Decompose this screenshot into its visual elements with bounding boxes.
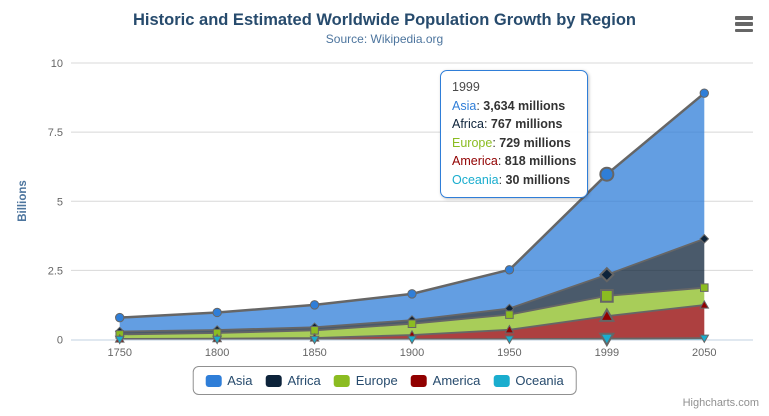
area-asia[interactable]	[119, 93, 705, 332]
tooltip-row-africa: Africa: 767 millions	[452, 117, 563, 131]
tooltip-row-oceania: Oceania: 30 millions	[452, 172, 571, 187]
tooltip-series-name: Africa	[452, 117, 484, 131]
point-europe-1999[interactable]	[600, 289, 614, 303]
point-europe-2050[interactable]	[700, 283, 709, 292]
tooltip-series-name: Europe	[452, 135, 493, 150]
chart-subtitle: Source: Wikipedia.org	[325, 32, 444, 46]
point-asia-2050[interactable]	[699, 88, 709, 98]
tooltip-series-value: 729 millions	[499, 135, 571, 150]
point-europe-1900[interactable]	[407, 319, 417, 329]
legend-swatch-icon	[205, 374, 222, 387]
tooltip-series-name: Oceania	[452, 172, 499, 187]
legend-item-asia[interactable]: Asia	[205, 373, 253, 388]
x-axis-label: 1900	[400, 347, 424, 359]
hamburger-icon	[735, 22, 753, 26]
y-axis-label: 2.5	[48, 265, 63, 277]
hamburger-icon	[735, 28, 753, 32]
y-axis-label: 0	[57, 335, 63, 347]
hamburger-icon	[735, 16, 753, 20]
point-asia-1900[interactable]	[407, 289, 417, 299]
point-oceania-2050[interactable]	[699, 334, 710, 344]
x-axis-label: 1950	[497, 347, 521, 359]
legend-swatch-icon	[333, 374, 350, 387]
point-asia-1750[interactable]	[115, 312, 125, 323]
point-oceania-1850[interactable]	[309, 335, 320, 345]
point-oceania-1800[interactable]	[212, 335, 223, 345]
y-axis-label: 7.5	[48, 127, 63, 139]
legend-label: Oceania	[515, 373, 564, 388]
legend-swatch-icon	[265, 374, 282, 387]
legend-swatch-icon	[493, 374, 510, 387]
x-axis-label: 2050	[692, 347, 716, 359]
point-oceania-1999[interactable]	[598, 332, 616, 348]
tooltip-series-value: 767 millions	[490, 117, 563, 131]
area-america[interactable]	[119, 305, 705, 340]
chart-title: Historic and Estimated Worldwide Populat…	[133, 11, 636, 29]
tooltip-row-europe: Europe: 729 millions	[452, 135, 571, 150]
tooltip-row-asia: Asia: 3,634 millions	[452, 98, 566, 113]
tooltip-series-value: 30 millions	[505, 172, 571, 187]
legend-label: Europe	[355, 373, 398, 388]
legend-item-europe[interactable]: Europe	[333, 373, 398, 388]
tooltip-row-america: America: 818 millions	[452, 154, 577, 168]
legend-item-america[interactable]: America	[410, 373, 481, 388]
legend-item-africa[interactable]: Africa	[265, 373, 321, 388]
tooltip-series-value: 818 millions	[504, 154, 577, 168]
tooltip-series-value: 3,634 millions	[483, 98, 566, 113]
x-axis-label: 1750	[107, 347, 131, 359]
legend-label: America	[432, 373, 481, 388]
y-axis-label: 10	[51, 58, 63, 70]
point-america-1950[interactable]	[504, 324, 515, 334]
point-asia-1850[interactable]	[309, 300, 320, 310]
point-europe-1850[interactable]	[310, 326, 319, 335]
tooltip: 1999 Asia: 3,634 millions Africa: 767 mil…	[440, 70, 589, 198]
point-asia-1950[interactable]	[504, 265, 515, 275]
legend: Asia Africa Europe America Oceania	[192, 366, 577, 395]
x-axis-label: 1999	[595, 347, 619, 359]
point-europe-1950[interactable]	[505, 310, 514, 319]
credits-link[interactable]: Highcharts.com	[682, 397, 759, 409]
tooltip-series-name: Asia	[452, 98, 477, 113]
legend-label: Asia	[227, 373, 253, 388]
x-axis-label: 1800	[205, 347, 229, 359]
point-africa-1999[interactable]	[598, 266, 615, 283]
area-africa[interactable]	[119, 238, 705, 335]
legend-swatch-icon	[410, 374, 427, 387]
point-oceania-1900[interactable]	[406, 335, 418, 345]
y-axis-label: 5	[57, 196, 63, 208]
point-africa-2050[interactable]	[699, 233, 710, 244]
point-america-1999[interactable]	[598, 307, 616, 322]
point-asia-1999[interactable]	[599, 166, 615, 182]
tooltip-series-name: America	[452, 154, 498, 168]
x-axis-label: 1850	[302, 347, 326, 359]
export-menu-button[interactable]	[734, 15, 756, 33]
point-asia-1800[interactable]	[212, 307, 222, 318]
y-axis-title: Billions	[17, 180, 29, 222]
point-oceania-1750[interactable]	[114, 335, 125, 345]
point-america-2050[interactable]	[699, 299, 710, 309]
legend-label: Africa	[287, 373, 321, 388]
point-oceania-1950[interactable]	[504, 335, 515, 345]
legend-item-oceania[interactable]: Oceania	[493, 373, 564, 388]
tooltip-header: 1999	[452, 80, 480, 94]
